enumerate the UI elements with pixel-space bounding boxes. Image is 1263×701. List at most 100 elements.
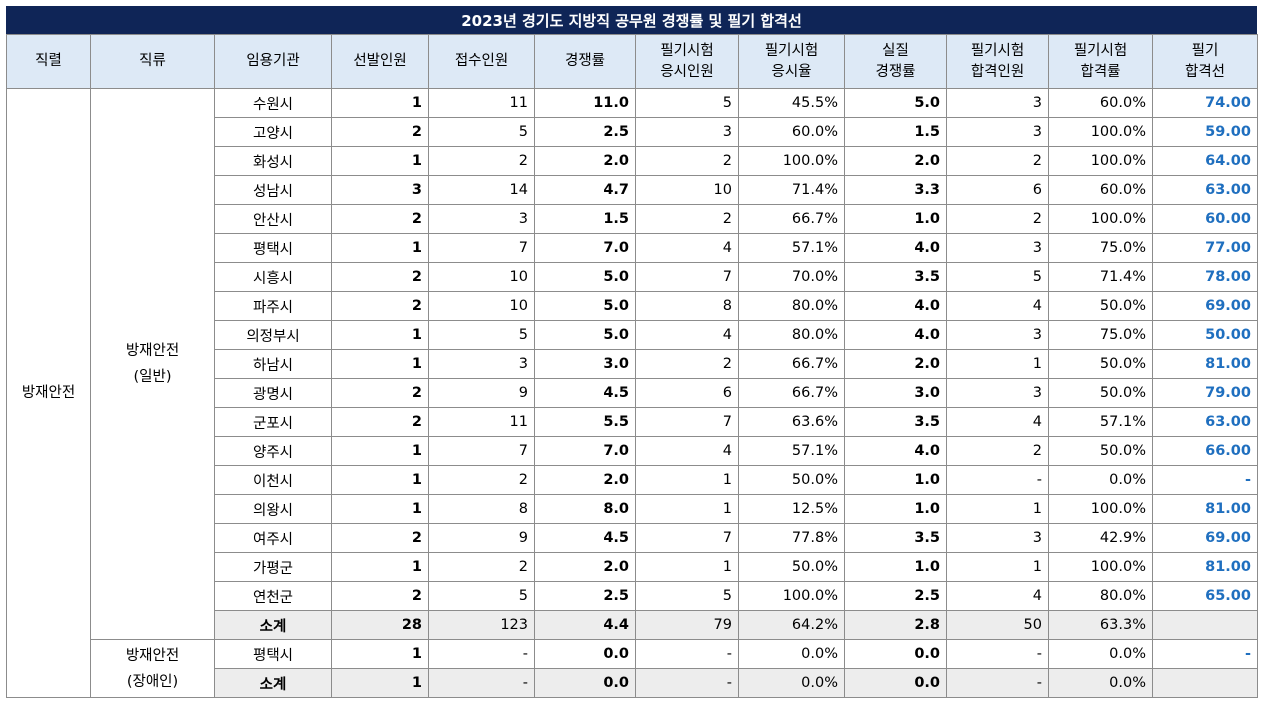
agency-cell: 의왕시 bbox=[214, 494, 332, 524]
selected-cell: 1 bbox=[331, 639, 429, 669]
real-ratio-cell: 1.5 bbox=[844, 117, 947, 147]
pass-rate-cell: 50.0% bbox=[1048, 436, 1153, 466]
cutoff-cell bbox=[1152, 668, 1258, 698]
applicants-cell: 5 bbox=[428, 581, 535, 611]
ratio-cell: 7.0 bbox=[534, 436, 636, 466]
cutoff-cell: 81.00 bbox=[1152, 349, 1258, 379]
agency-cell: 수원시 bbox=[214, 88, 332, 118]
exam-rate-cell: 80.0% bbox=[738, 320, 845, 350]
passers-cell: 5 bbox=[946, 262, 1049, 292]
passers-cell: 3 bbox=[946, 233, 1049, 263]
exam-rate-cell: 60.0% bbox=[738, 117, 845, 147]
table-row: 안산시 2 3 1.5 2 66.7% 1.0 2 100.0% 60.00 bbox=[7, 204, 1258, 234]
ratio-cell: 4.4 bbox=[534, 610, 636, 640]
exam-takers-cell: 79 bbox=[635, 610, 739, 640]
real-ratio-cell: 3.5 bbox=[844, 407, 947, 437]
pass-rate-cell: 100.0% bbox=[1048, 204, 1153, 234]
pass-rate-cell: 60.0% bbox=[1048, 88, 1153, 118]
ratio-cell: 2.0 bbox=[534, 552, 636, 582]
applicants-cell: 11 bbox=[428, 88, 535, 118]
applicants-cell: 5 bbox=[428, 320, 535, 350]
selected-cell: 2 bbox=[331, 523, 429, 553]
pass-rate-cell: 50.0% bbox=[1048, 349, 1153, 379]
applicants-cell: 2 bbox=[428, 465, 535, 495]
applicants-cell: 3 bbox=[428, 204, 535, 234]
agency-cell: 여주시 bbox=[214, 523, 332, 553]
jikryu-line: 방재안전 bbox=[125, 343, 180, 359]
table-row: 방재안전 (장애인) 평택시 1-0.0-0.0% 0.0-0.0% - bbox=[7, 639, 1258, 698]
real-ratio-cell: 3.5 bbox=[844, 262, 947, 292]
exam-rate-cell: 57.1% bbox=[738, 233, 845, 263]
passers-cell: 2 bbox=[946, 204, 1049, 234]
ratio-cell: 5.5 bbox=[534, 407, 636, 437]
jikryu-line: (장애인) bbox=[126, 673, 179, 690]
table-row: 화성시 1 2 2.0 2 100.0% 2.0 2 100.0% 64.00 bbox=[7, 146, 1258, 176]
exam-takers-cell: - bbox=[635, 668, 739, 698]
ratio-cell: 11.0 bbox=[534, 88, 636, 118]
table-row: 하남시 1 3 3.0 2 66.7% 2.0 1 50.0% 81.00 bbox=[7, 349, 1258, 379]
jikryu-cell: 방재안전 (장애인) bbox=[90, 639, 215, 698]
ratio-cell: 4.7 bbox=[534, 175, 636, 205]
table-row: 이천시 1 2 2.0 1 50.0% 1.0-0.0% - bbox=[7, 465, 1258, 495]
agency-cell: 군포시 bbox=[214, 407, 332, 437]
cutoff-cell: 63.00 bbox=[1152, 175, 1258, 205]
applicants-cell: 3 bbox=[428, 349, 535, 379]
cutoff-cell: 77.00 bbox=[1152, 233, 1258, 263]
pass-rate-cell: 0.0% bbox=[1048, 465, 1153, 495]
real-ratio-cell: 4.0 bbox=[844, 291, 947, 321]
applicants-cell: 10 bbox=[428, 262, 535, 292]
applicants-cell: 5 bbox=[428, 117, 535, 147]
passers-cell: 4 bbox=[946, 581, 1049, 611]
jikryu-line: 방재안전 bbox=[125, 647, 180, 664]
selected-cell: 2 bbox=[331, 291, 429, 321]
cutoff-cell: 81.00 bbox=[1152, 552, 1258, 582]
exam-rate-cell: 100.0% bbox=[738, 146, 845, 176]
ratio-cell: 2.0 bbox=[534, 465, 636, 495]
pass-rate-cell: 100.0% bbox=[1048, 552, 1153, 582]
pass-rate-cell: 100.0% bbox=[1048, 117, 1153, 147]
selected-cell: 1 bbox=[331, 552, 429, 582]
applicants-cell: 7 bbox=[428, 436, 535, 466]
exam-takers-cell: 1 bbox=[635, 552, 739, 582]
applicants-cell: 11 bbox=[428, 407, 535, 437]
col-header-ratio: 경쟁률 bbox=[534, 34, 636, 89]
table-row: 연천군 2 5 2.5 5 100.0% 2.5 4 80.0% 65.00 bbox=[7, 581, 1258, 611]
pass-rate-cell: 60.0% bbox=[1048, 175, 1153, 205]
passers-cell: - bbox=[946, 465, 1049, 495]
exam-rate-cell: 77.8% bbox=[738, 523, 845, 553]
cutoff-cell: 81.00 bbox=[1152, 494, 1258, 524]
selected-cell: 2 bbox=[331, 378, 429, 408]
agency-cell: 화성시 bbox=[214, 146, 332, 176]
exam-takers-cell: 6 bbox=[635, 378, 739, 408]
agency-cell: 평택시 bbox=[214, 639, 332, 669]
exam-rate-cell: 100.0% bbox=[738, 581, 845, 611]
exam-rate-cell: 70.0% bbox=[738, 262, 845, 292]
exam-takers-cell: 7 bbox=[635, 523, 739, 553]
subtotal-row: 소계 28 123 4.4 79 64.2% 2.8 50 63.3% bbox=[7, 610, 1258, 640]
header-row: 직렬 직류 임용기관 선발인원 접수인원 경쟁률 필기시험 응시인원 필기시험 응시… bbox=[6, 34, 1258, 89]
pass-rate-cell: 75.0% bbox=[1048, 320, 1153, 350]
exam-takers-cell: 4 bbox=[635, 233, 739, 263]
pass-rate-cell: 57.1% bbox=[1048, 407, 1153, 437]
passers-cell: 1 bbox=[946, 552, 1049, 582]
exam-takers-cell: 1 bbox=[635, 465, 739, 495]
cutoff-cell: 65.00 bbox=[1152, 581, 1258, 611]
agency-cell: 성남시 bbox=[214, 175, 332, 205]
ratio-cell: 5.0 bbox=[534, 262, 636, 292]
col-header-line: 합격인원 bbox=[970, 63, 1025, 80]
selected-cell: 2 bbox=[331, 407, 429, 437]
passers-cell: 2 bbox=[946, 146, 1049, 176]
ratio-cell: 0.0 bbox=[534, 668, 636, 698]
selected-cell: 1 bbox=[331, 320, 429, 350]
ratio-cell: 1.5 bbox=[534, 204, 636, 234]
ratio-cell: 5.0 bbox=[534, 320, 636, 350]
pass-rate-cell: 42.9% bbox=[1048, 523, 1153, 553]
real-ratio-cell: 4.0 bbox=[844, 233, 947, 263]
passers-cell: 4 bbox=[946, 407, 1049, 437]
exam-takers-cell: 7 bbox=[635, 407, 739, 437]
real-ratio-cell: 1.0 bbox=[844, 494, 947, 524]
ratio-cell: 4.5 bbox=[534, 523, 636, 553]
col-header-jikryeol: 직렬 bbox=[6, 34, 91, 89]
cutoff-cell bbox=[1152, 610, 1258, 640]
table-row: 양주시 1 7 7.0 4 57.1% 4.0 2 50.0% 66.00 bbox=[7, 436, 1258, 466]
